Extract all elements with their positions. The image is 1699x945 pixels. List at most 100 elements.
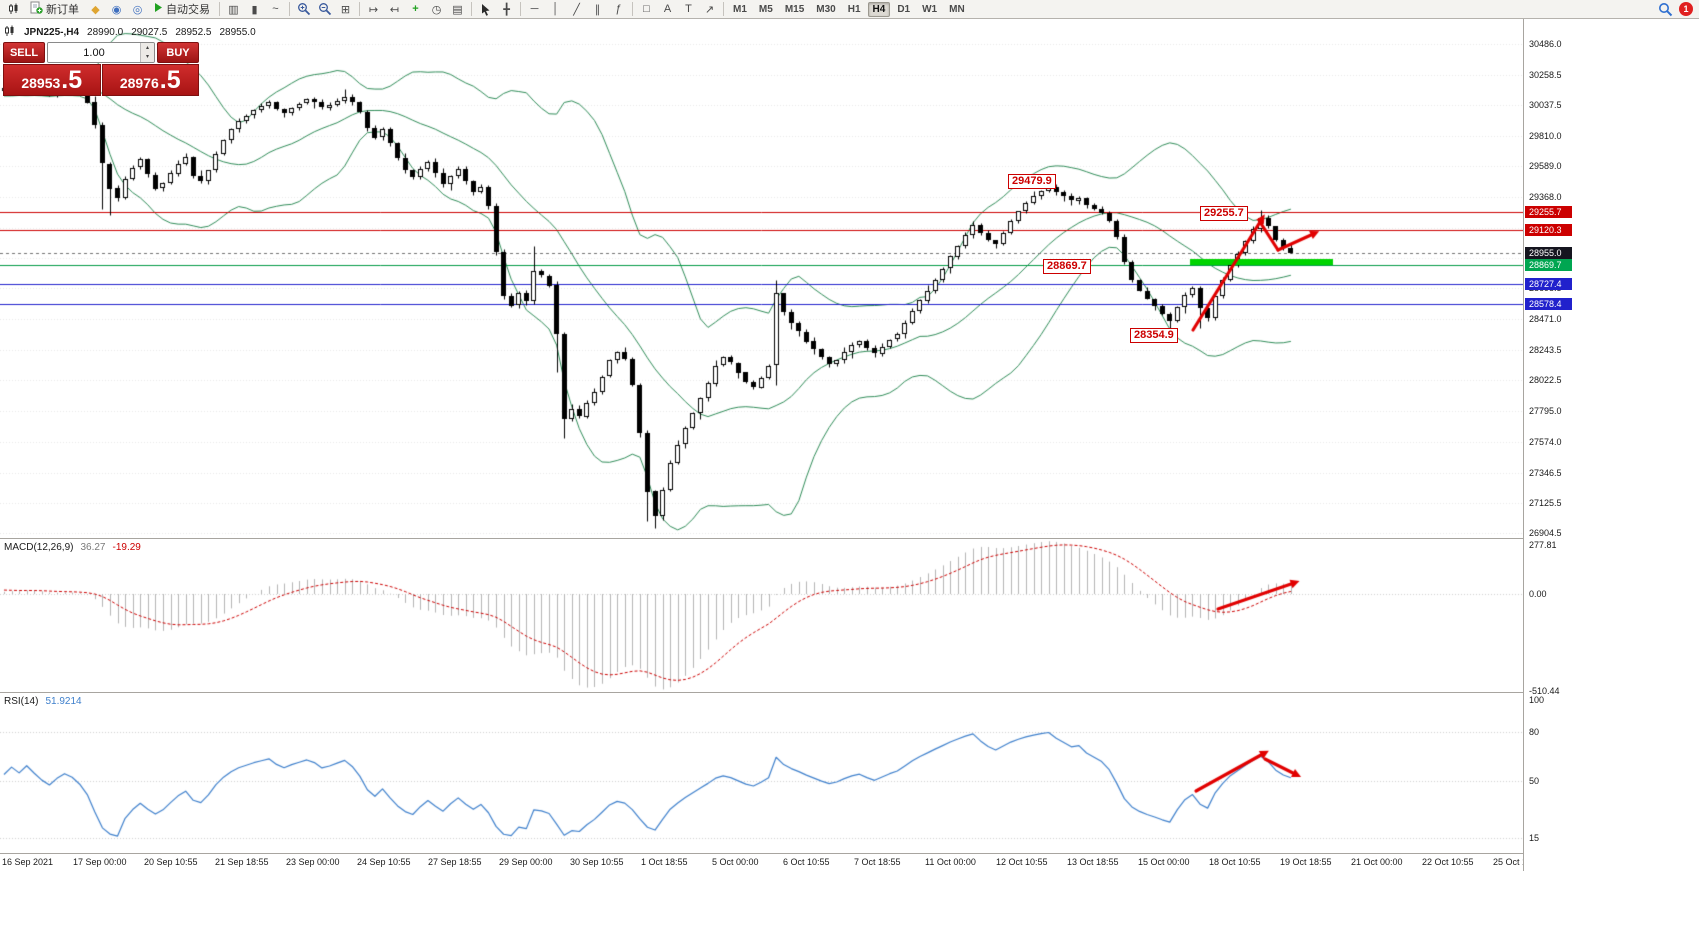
price-line-tag[interactable]: 28578.4 (1525, 298, 1572, 311)
price-callout[interactable]: 29255.7 (1200, 206, 1248, 221)
zoom-in-icon[interactable] (293, 0, 314, 19)
volume-input-group: ▴ ▾ (47, 42, 155, 63)
cursor-icon[interactable] (475, 0, 496, 19)
timeframe-h1-button[interactable]: H1 (847, 3, 861, 15)
price-tick-label: 29589.0 (1529, 161, 1562, 172)
rsi-value: 51.9214 (45, 696, 82, 707)
sell-button[interactable]: SELL (3, 42, 45, 63)
timeframe-d1-button[interactable]: D1 (897, 3, 911, 15)
volume-down-button[interactable]: ▾ (141, 52, 154, 62)
time-tick-label: 21 Sep 18:55 (215, 857, 269, 867)
buy-button[interactable]: BUY (157, 42, 199, 63)
macd-axis-label: -510.44 (1529, 685, 1560, 696)
chart-window-icon[interactable] (3, 0, 24, 19)
timeframe-m5-button[interactable]: M5 (758, 3, 773, 15)
volume-up-button[interactable]: ▴ (141, 43, 154, 53)
volume-input[interactable] (48, 43, 140, 62)
periods-icon[interactable]: ◷ (431, 3, 442, 16)
price-scale[interactable]: 30486.0 30258.5 30037.5 29810.0 29589.0 29368… (1523, 19, 1699, 871)
toolbar-separator (289, 2, 290, 16)
label-icon[interactable]: T (685, 3, 692, 15)
templates-icon[interactable]: ▤ (452, 3, 463, 16)
channel-icon[interactable]: ∥ (594, 3, 601, 16)
time-axis[interactable]: 16 Sep 2021 17 Sep 00:00 20 Sep 10:55 21 Se… (0, 853, 1545, 871)
trendline-icon[interactable]: ╱ (573, 3, 580, 16)
search-icon[interactable] (1655, 0, 1676, 19)
macd-chart-canvas[interactable] (0, 539, 1523, 692)
time-tick-label: 11 Oct 00:00 (925, 857, 976, 867)
new-order-button[interactable]: 新订单 (24, 0, 85, 19)
fibonacci-icon[interactable]: ƒ (615, 3, 622, 15)
toolbar-separator (632, 2, 633, 16)
notification-badge[interactable]: 1 (1679, 2, 1693, 16)
new-order-button-label: 新订单 (46, 4, 79, 16)
bar-chart-icon[interactable]: ▥ (228, 3, 239, 16)
price-tick-label: 27346.5 (1529, 467, 1562, 478)
timeframe-h4-button[interactable]: H4 (867, 1, 891, 17)
price-line-tag[interactable]: 28727.4 (1525, 278, 1572, 291)
buy-price[interactable]: 28976.5 (101, 64, 199, 96)
rsi-chart-canvas[interactable] (0, 693, 1523, 853)
candlestick-chart-canvas[interactable] (0, 19, 1523, 538)
price-tick-label: 30258.5 (1529, 70, 1562, 81)
shapes-icon[interactable]: □ (643, 3, 650, 15)
horizontal-line-icon[interactable]: ─ (530, 3, 539, 15)
timeframe-m1-button[interactable]: M1 (733, 3, 747, 15)
rsi-axis-label: 100 (1529, 694, 1545, 705)
ohlc-low: 28952.5 (175, 27, 212, 38)
autotrading-button-label: 自动交易 (166, 4, 210, 16)
price-tick-label: 26904.5 (1529, 527, 1562, 538)
chart-ohlc-header: JPN225-,H4 28990.0 29027.5 28952.5 28955… (4, 25, 256, 40)
price-line-tag[interactable]: 29255.7 (1525, 205, 1572, 218)
market-watch-icon[interactable]: ◉ (111, 3, 122, 16)
zoom-out-icon[interactable] (314, 0, 335, 19)
time-tick-label: 16 Sep 2021 (2, 857, 54, 867)
main-chart-panel: JPN225-,H4 28990.0 29027.5 28952.5 28955… (0, 19, 1523, 538)
rsi-label: RSI(14) (4, 696, 39, 707)
timeframe-m15-button[interactable]: M15 (784, 3, 805, 15)
price-line-tag[interactable]: 28869.7 (1525, 258, 1572, 271)
price-tick-label: 27795.0 (1529, 406, 1562, 417)
time-tick-label: 19 Oct 18:55 (1280, 857, 1332, 867)
chart-shift-icon[interactable]: ↤ (389, 3, 400, 16)
mql-community-icon[interactable]: ◆ (91, 3, 100, 16)
time-tick-label: 13 Oct 18:55 (1067, 857, 1119, 867)
auto-scroll-icon[interactable]: ↦ (368, 3, 379, 16)
crosshair-icon[interactable]: ╋ (503, 3, 510, 16)
time-tick-label: 20 Sep 10:55 (144, 857, 198, 867)
line-chart-icon[interactable]: ~ (272, 3, 279, 15)
time-tick-label: 24 Sep 10:55 (357, 857, 411, 867)
indicators-icon[interactable]: + (412, 3, 419, 15)
tile-windows-icon[interactable]: ⊞ (340, 3, 351, 16)
ohlc-close: 28955.0 (219, 27, 256, 38)
time-tick-label: 29 Sep 00:00 (499, 857, 553, 867)
macd-indicator-panel: MACD(12,26,9) 36.27 -19.29 (0, 538, 1523, 692)
chart-symbol-period: JPN225-,H4 (24, 27, 80, 38)
arrows-icon[interactable]: ↗ (704, 3, 715, 16)
autotrading-button[interactable]: 自动交易 (148, 0, 216, 19)
macd-label: MACD(12,26,9) (4, 542, 74, 553)
sell-price[interactable]: 28953.5 (3, 64, 101, 96)
timeframe-m30-button[interactable]: M30 (816, 3, 836, 15)
price-callout[interactable]: 28354.9 (1130, 328, 1178, 343)
price-callout[interactable]: 29479.9 (1008, 174, 1056, 189)
timeframe-mn-button[interactable]: MN (949, 3, 965, 15)
text-icon[interactable]: A (663, 3, 672, 15)
toolbar-separator (723, 2, 724, 16)
timeframe-w1-button[interactable]: W1 (922, 3, 938, 15)
rsi-axis-label: 80 (1529, 727, 1540, 738)
time-tick-label: 12 Oct 10:55 (996, 857, 1048, 867)
macd-signal-value: -19.29 (112, 542, 141, 553)
refresh-icon[interactable]: ◎ (132, 3, 143, 16)
plus-doc-icon (30, 1, 43, 17)
price-line-tag[interactable]: 28955.0 (1525, 247, 1572, 260)
rsi-axis-label: 50 (1529, 776, 1540, 787)
price-callout[interactable]: 28869.7 (1043, 259, 1091, 274)
toolbar-separator (471, 2, 472, 16)
price-line-tag[interactable]: 29120.3 (1525, 224, 1572, 237)
candlestick-chart-icon[interactable]: ▮ (251, 3, 258, 16)
price-tick-label: 29368.0 (1529, 191, 1562, 202)
chart-type-icon (4, 25, 16, 40)
vertical-line-icon[interactable]: │ (552, 3, 559, 15)
rsi-header: RSI(14) 51.9214 (4, 696, 82, 707)
